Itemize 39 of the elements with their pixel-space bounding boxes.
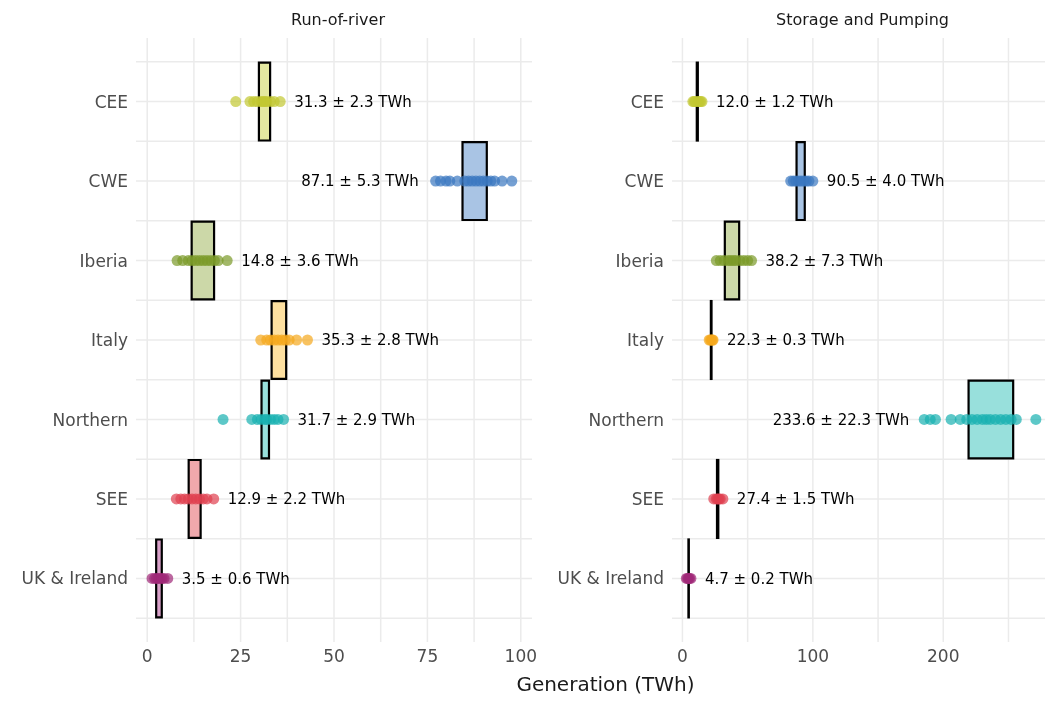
y-tick-label: Northern [588,409,664,430]
y-tick-label: SEE [95,488,128,509]
chart-title: Storage and Pumping [775,9,950,31]
x-tick-label: 100 [504,646,538,667]
annotation: 90.5 ± 4.0 TWh [826,172,945,191]
x-tick-label: 25 [229,646,252,667]
y-tick-label: Northern [52,409,128,430]
y-tick-label: SEE [631,488,664,509]
chart-title: Run-of-river [290,9,386,31]
annotation: 27.4 ± 1.5 TWh [736,490,855,509]
annotation: 31.7 ± 2.9 TWh [297,410,416,429]
y-tick-label: CEE [630,91,664,112]
x-tick-label: 50 [323,646,345,667]
x-tick-label: 75 [416,646,439,667]
y-tick-label: UK & Ireland [21,568,128,589]
annotation: 12.0 ± 1.2 TWh [716,92,834,111]
y-tick-label: Iberia [79,250,128,271]
annotation: 233.6 ± 22.3 TWh [772,410,910,429]
y-tick-label: Italy [627,330,664,351]
annotation: 35.3 ± 2.8 TWh [321,331,440,350]
annotation: 4.7 ± 0.2 TWh [704,569,813,588]
annotation: 87.1 ± 5.3 TWh [301,172,419,191]
annotation: 14.8 ± 3.6 TWh [241,251,359,270]
y-tick-label: CWE [624,171,664,192]
x-tick-label: 0 [677,646,688,667]
annotation: 12.9 ± 2.2 TWh [227,490,346,509]
annotation: 31.3 ± 2.3 TWh [294,92,412,111]
y-tick-label: Italy [91,330,128,351]
x-tick-label: 0 [141,646,153,667]
annotation: 38.2 ± 7.3 TWh [765,251,884,270]
x-tick-label: 200 [927,646,960,667]
annotation: 22.3 ± 0.3 TWh [727,331,845,350]
y-tick-label: CEE [94,91,128,112]
y-tick-label: CWE [88,171,128,192]
y-tick-label: Iberia [615,250,664,271]
x-axis-title: Generation (TWh) [515,672,696,696]
annotation: 3.5 ± 0.6 TWh [181,569,290,588]
x-tick-label: 100 [796,646,830,667]
y-tick-label: UK & Ireland [557,568,664,589]
